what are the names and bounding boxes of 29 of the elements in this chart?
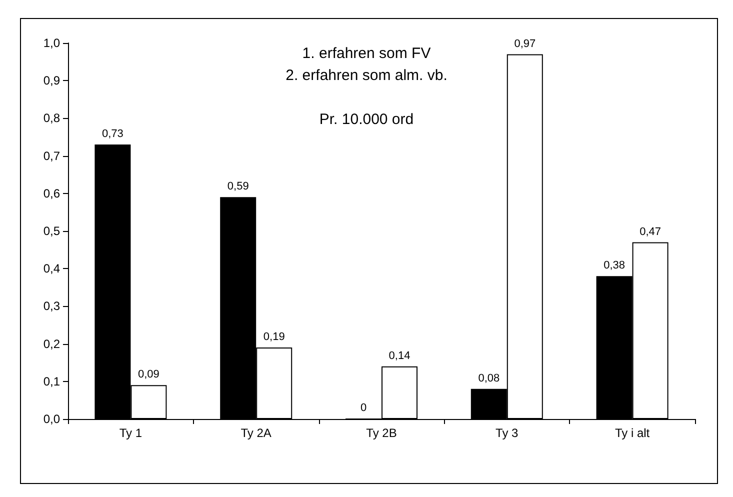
y-tick-label: 0,6 xyxy=(43,186,60,200)
data-label: 0,38 xyxy=(604,260,626,272)
y-tick-label: 0,8 xyxy=(43,111,60,126)
x-tick-label: Ty 2B xyxy=(366,426,397,440)
x-tick-label: Ty 3 xyxy=(496,426,519,440)
data-label: 0,59 xyxy=(227,180,249,193)
y-tick-label: 0,1 xyxy=(43,374,60,388)
x-tick-label: Ty i alt xyxy=(614,426,650,440)
y-tick-label: 0,4 xyxy=(43,262,60,276)
data-label: 0,14 xyxy=(388,350,410,362)
annotation: 2. erfahren som alm. vb. xyxy=(286,67,448,84)
data-label: 0,09 xyxy=(138,368,160,381)
y-tick-label: 0,3 xyxy=(43,299,60,314)
y-tick-label: 0,0 xyxy=(43,412,60,426)
data-label: 0 xyxy=(360,402,367,414)
x-tick-label: Ty 2A xyxy=(240,426,272,440)
y-tick-label: 0,7 xyxy=(43,148,60,163)
y-tick-label: 0,2 xyxy=(43,336,60,351)
data-label: 0,47 xyxy=(640,226,662,238)
annotation: Pr. 10.000 ord xyxy=(319,111,414,128)
y-tick-label: 0,9 xyxy=(43,74,60,88)
y-tick-label: 0,5 xyxy=(43,224,60,238)
data-label: 0,73 xyxy=(102,128,124,140)
annotation: 1. erfahren som FV xyxy=(302,45,431,62)
y-tick-label: 1,0 xyxy=(43,36,60,50)
data-label: 0,97 xyxy=(514,38,536,50)
data-label: 0,08 xyxy=(478,372,500,384)
x-tick-label: Ty 1 xyxy=(119,426,142,440)
data-label: 0,19 xyxy=(263,331,285,344)
